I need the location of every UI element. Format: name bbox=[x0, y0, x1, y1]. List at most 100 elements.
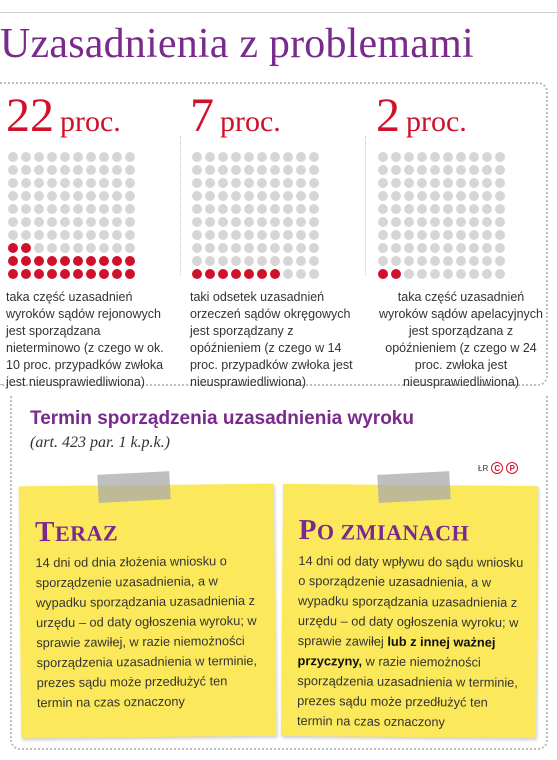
note-title-rest: O ZMIANACH bbox=[316, 519, 470, 546]
dot-empty bbox=[98, 164, 109, 175]
dot-filled bbox=[7, 268, 18, 279]
dot-empty bbox=[269, 190, 280, 201]
dot-empty bbox=[403, 268, 414, 279]
dot-empty bbox=[72, 177, 83, 188]
dot-empty bbox=[7, 216, 18, 227]
dot-empty bbox=[308, 255, 319, 266]
dot-empty bbox=[85, 151, 96, 162]
dot-empty bbox=[230, 164, 241, 175]
dot-empty bbox=[59, 229, 70, 240]
dot-empty bbox=[403, 255, 414, 266]
dot-empty bbox=[243, 164, 254, 175]
stat-unit: proc. bbox=[220, 105, 281, 138]
dot-empty bbox=[442, 164, 453, 175]
dot-empty bbox=[403, 216, 414, 227]
dot-empty bbox=[308, 151, 319, 162]
dot-empty bbox=[124, 203, 135, 214]
dot-empty bbox=[455, 151, 466, 162]
stat-description: taki odsetek uzasadnień orzeczeń sądów o… bbox=[190, 290, 353, 389]
dot-empty bbox=[98, 177, 109, 188]
dot-empty bbox=[7, 177, 18, 188]
note-body: 14 dni od daty wpływu do sądu wniosku o … bbox=[297, 551, 525, 733]
dot-empty bbox=[230, 151, 241, 162]
dot-empty bbox=[20, 151, 31, 162]
dot-empty bbox=[403, 151, 414, 162]
dot-empty bbox=[282, 177, 293, 188]
dot-empty bbox=[429, 255, 440, 266]
dot-empty bbox=[124, 151, 135, 162]
dot-empty bbox=[308, 177, 319, 188]
dot-empty bbox=[72, 216, 83, 227]
dot-empty bbox=[295, 203, 306, 214]
stat-value: 2 bbox=[376, 89, 400, 142]
dot-empty bbox=[191, 177, 202, 188]
dot-empty bbox=[7, 203, 18, 214]
dot-empty bbox=[111, 190, 122, 201]
dot-empty bbox=[7, 229, 18, 240]
dot-empty bbox=[295, 164, 306, 175]
copyright-icon: C bbox=[491, 462, 504, 474]
dot-empty bbox=[7, 151, 18, 162]
dot-empty bbox=[455, 190, 466, 201]
dot-empty bbox=[468, 255, 479, 266]
dot-empty bbox=[243, 216, 254, 227]
dot-empty bbox=[377, 203, 388, 214]
dot-empty bbox=[455, 177, 466, 188]
dot-empty bbox=[308, 229, 319, 240]
dot-empty bbox=[416, 216, 427, 227]
dot-empty bbox=[308, 190, 319, 201]
dot-empty bbox=[217, 151, 228, 162]
dot-empty bbox=[494, 242, 505, 253]
dot-empty bbox=[269, 177, 280, 188]
dot-empty bbox=[7, 164, 18, 175]
dot-empty bbox=[204, 151, 215, 162]
dot-empty bbox=[377, 229, 388, 240]
dot-empty bbox=[243, 190, 254, 201]
dot-filled bbox=[20, 268, 31, 279]
dot-empty bbox=[481, 255, 492, 266]
dot-empty bbox=[308, 164, 319, 175]
dot-filled bbox=[33, 268, 44, 279]
dot-filled bbox=[230, 268, 241, 279]
publisher-icon: P bbox=[506, 462, 519, 474]
dot-empty bbox=[295, 216, 306, 227]
dot-empty bbox=[390, 190, 401, 201]
dot-empty bbox=[33, 151, 44, 162]
dot-empty bbox=[455, 203, 466, 214]
dot-empty bbox=[442, 229, 453, 240]
dot-empty bbox=[416, 203, 427, 214]
dot-empty bbox=[243, 242, 254, 253]
dot-empty bbox=[481, 203, 492, 214]
dot-empty bbox=[416, 229, 427, 240]
dot-empty bbox=[390, 164, 401, 175]
dot-empty bbox=[282, 242, 293, 253]
dot-empty bbox=[429, 177, 440, 188]
dot-empty bbox=[403, 177, 414, 188]
dot-empty bbox=[72, 242, 83, 253]
dot-empty bbox=[256, 151, 267, 162]
dot-empty bbox=[416, 164, 427, 175]
dot-empty bbox=[494, 229, 505, 240]
dot-empty bbox=[124, 190, 135, 201]
dot-grid bbox=[376, 150, 506, 280]
dot-empty bbox=[204, 229, 215, 240]
dot-empty bbox=[85, 229, 96, 240]
dot-empty bbox=[111, 203, 122, 214]
dot-empty bbox=[111, 229, 122, 240]
dot-empty bbox=[269, 229, 280, 240]
credit-initials: ŁR bbox=[478, 463, 489, 473]
dot-filled bbox=[72, 268, 83, 279]
stat-value: 22 bbox=[6, 89, 54, 142]
dot-empty bbox=[269, 164, 280, 175]
dot-empty bbox=[442, 255, 453, 266]
dot-empty bbox=[59, 216, 70, 227]
dot-empty bbox=[377, 216, 388, 227]
lower-frame bbox=[10, 396, 548, 750]
dot-empty bbox=[230, 177, 241, 188]
dot-empty bbox=[204, 164, 215, 175]
dot-empty bbox=[442, 190, 453, 201]
note-current-rules: TERAZ 14 dni od dnia złożenia wniosku o … bbox=[18, 483, 277, 739]
dot-empty bbox=[124, 177, 135, 188]
stat-appeal-courts: 2 proc. taka część uzasadnień wyroków sąd… bbox=[376, 92, 546, 391]
dot-empty bbox=[72, 190, 83, 201]
